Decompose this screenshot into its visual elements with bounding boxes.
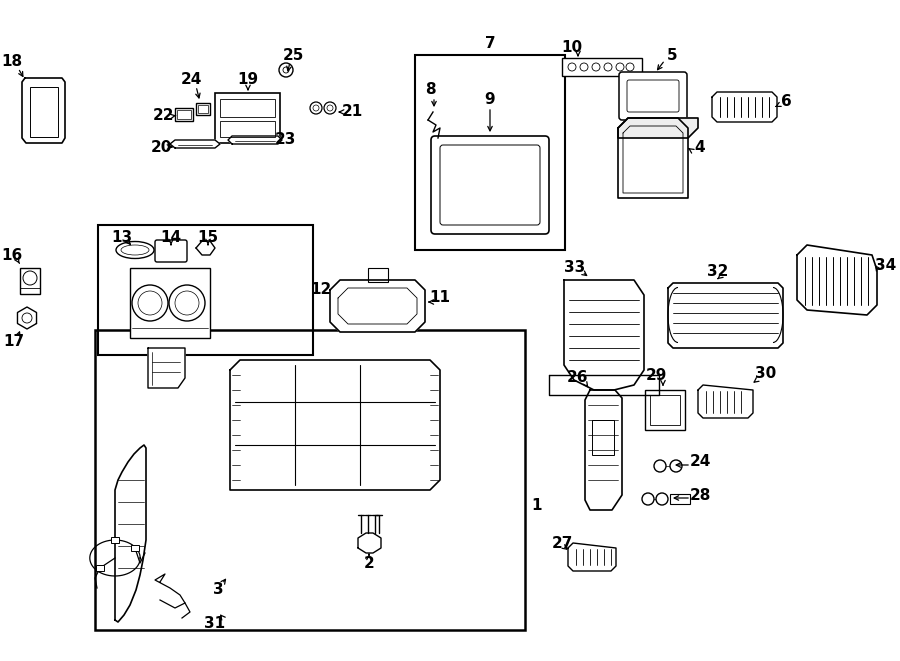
Circle shape <box>656 493 668 505</box>
Polygon shape <box>712 92 777 122</box>
Text: 4: 4 <box>695 141 706 155</box>
FancyBboxPatch shape <box>619 72 687 120</box>
Bar <box>175 108 193 121</box>
Text: 20: 20 <box>150 139 172 155</box>
Polygon shape <box>618 118 688 198</box>
Text: 23: 23 <box>274 132 296 147</box>
Text: 16: 16 <box>2 247 22 262</box>
Text: 6: 6 <box>780 95 791 110</box>
Circle shape <box>670 460 682 472</box>
Bar <box>562 58 642 76</box>
Circle shape <box>169 285 205 321</box>
Text: 17: 17 <box>4 334 24 350</box>
Text: 8: 8 <box>425 83 436 98</box>
Text: 1: 1 <box>532 498 542 512</box>
Bar <box>220 99 275 117</box>
Text: 22: 22 <box>152 108 174 124</box>
Text: 5: 5 <box>667 48 678 63</box>
Bar <box>368 268 388 282</box>
Text: 29: 29 <box>645 368 667 383</box>
Circle shape <box>132 285 168 321</box>
Text: 34: 34 <box>876 258 896 272</box>
Bar <box>645 390 685 430</box>
Circle shape <box>324 102 336 114</box>
Text: 25: 25 <box>283 48 303 63</box>
Text: 10: 10 <box>562 40 582 54</box>
Bar <box>20 268 40 294</box>
Polygon shape <box>585 390 622 510</box>
Bar <box>592 420 614 455</box>
Bar <box>30 87 58 137</box>
Polygon shape <box>797 245 877 315</box>
Polygon shape <box>338 288 417 324</box>
Bar <box>215 93 280 143</box>
FancyBboxPatch shape <box>431 136 549 234</box>
Bar <box>650 395 680 425</box>
Polygon shape <box>196 241 215 255</box>
Circle shape <box>654 460 666 472</box>
Bar <box>670 494 690 504</box>
Bar <box>415 55 565 250</box>
Circle shape <box>310 102 322 114</box>
Polygon shape <box>698 385 753 418</box>
Text: 18: 18 <box>2 54 22 69</box>
Polygon shape <box>618 118 698 138</box>
Bar <box>98 225 313 355</box>
Polygon shape <box>148 348 185 388</box>
Bar <box>198 105 208 113</box>
Polygon shape <box>22 78 65 143</box>
Text: 3: 3 <box>212 582 223 598</box>
Bar <box>220 121 275 137</box>
Text: 33: 33 <box>564 260 586 274</box>
Polygon shape <box>228 136 282 144</box>
Ellipse shape <box>116 241 154 258</box>
Polygon shape <box>568 543 616 571</box>
Circle shape <box>642 493 654 505</box>
Polygon shape <box>564 280 644 390</box>
Bar <box>96 565 104 571</box>
Bar <box>111 537 119 543</box>
Text: 14: 14 <box>160 231 182 245</box>
Polygon shape <box>549 375 659 395</box>
Circle shape <box>279 63 293 77</box>
Text: 24: 24 <box>689 455 711 469</box>
Polygon shape <box>230 360 440 490</box>
Bar <box>177 110 191 119</box>
Polygon shape <box>668 283 783 348</box>
Text: 15: 15 <box>197 231 219 245</box>
Text: 12: 12 <box>310 282 331 297</box>
Text: 19: 19 <box>238 73 258 87</box>
Text: 30: 30 <box>755 366 777 381</box>
Bar <box>196 103 210 115</box>
Text: 11: 11 <box>429 290 451 305</box>
Text: 26: 26 <box>567 371 589 385</box>
Bar <box>130 268 210 338</box>
Polygon shape <box>330 280 425 332</box>
Text: 24: 24 <box>180 73 202 87</box>
Text: 21: 21 <box>341 104 363 120</box>
Text: 2: 2 <box>364 555 374 570</box>
Polygon shape <box>170 140 220 148</box>
Text: 13: 13 <box>112 231 132 245</box>
FancyBboxPatch shape <box>155 240 187 262</box>
Text: 9: 9 <box>485 93 495 108</box>
Polygon shape <box>115 445 146 622</box>
Bar <box>95 330 525 630</box>
Polygon shape <box>17 307 37 329</box>
Text: 32: 32 <box>707 264 729 280</box>
Polygon shape <box>358 533 381 553</box>
Text: 31: 31 <box>204 617 226 631</box>
Text: 27: 27 <box>552 535 572 551</box>
Text: 28: 28 <box>689 488 711 502</box>
Text: 7: 7 <box>485 36 495 50</box>
Bar <box>131 545 139 551</box>
